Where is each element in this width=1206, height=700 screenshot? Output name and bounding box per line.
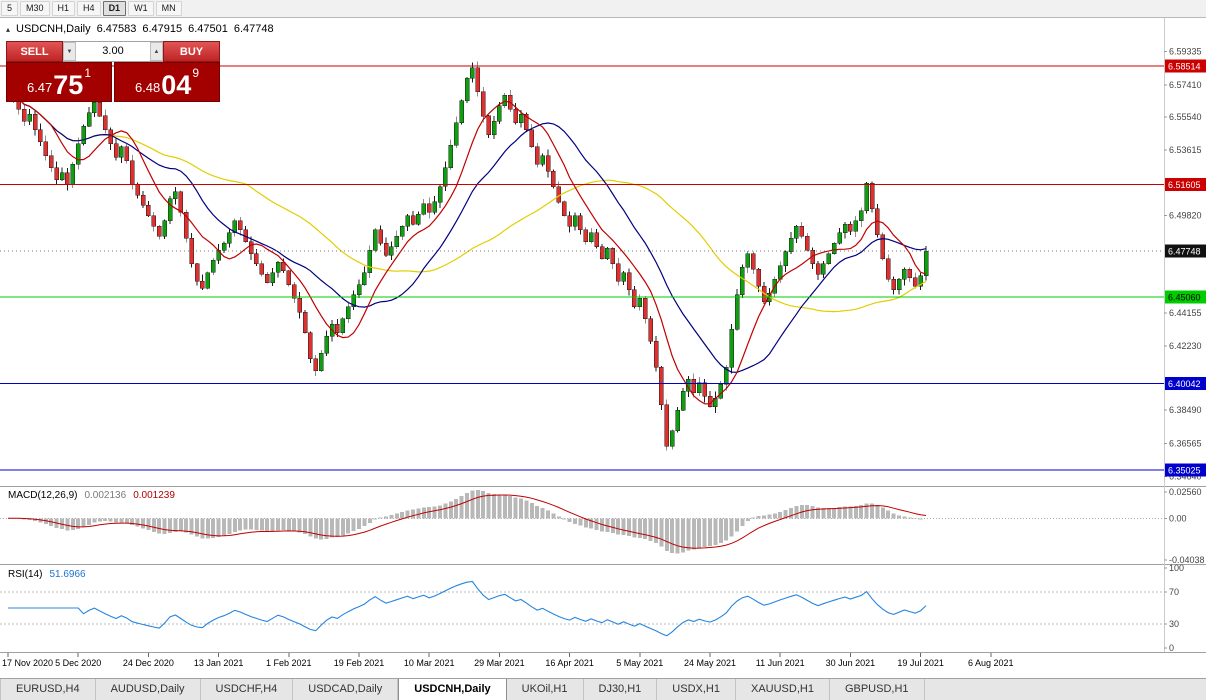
svg-text:6.51605: 6.51605 (1168, 180, 1201, 190)
buy-price-prefix: 6.48 (134, 80, 161, 95)
svg-text:17 Nov 2020: 17 Nov 2020 (2, 658, 53, 668)
ohlc-close: 6.47748 (233, 23, 274, 35)
svg-text:6.49820: 6.49820 (1169, 210, 1202, 220)
timeframe-toolbar: 5 M30 H1 H4 D1 W1 MN (0, 0, 1206, 18)
svg-text:6.34640: 6.34640 (1169, 471, 1202, 481)
rsi-name: RSI(14) (8, 569, 43, 580)
quote-panels: 6.47 75 1 6.48 04 9 (6, 62, 220, 102)
volume-field[interactable]: ▼ 3.00 ▲ (63, 41, 163, 62)
svg-text:6.35025: 6.35025 (1168, 465, 1201, 475)
chart-title: ▴ USDCNH,Daily 6.47583 6.47915 6.47501 6… (6, 23, 274, 35)
svg-text:1 Feb 2021: 1 Feb 2021 (266, 658, 312, 668)
svg-text:19 Jul 2021: 19 Jul 2021 (897, 658, 944, 668)
svg-text:-0.04038: -0.04038 (1169, 555, 1205, 565)
sell-price-pip: 1 (84, 66, 92, 80)
svg-text:29 Mar 2021: 29 Mar 2021 (474, 658, 525, 668)
svg-text:6.57410: 6.57410 (1169, 80, 1202, 90)
svg-text:5 May 2021: 5 May 2021 (616, 658, 663, 668)
buy-price-pip: 9 (192, 66, 200, 80)
rsi-indicator-label: RSI(14) 51.6966 (8, 569, 86, 580)
sell-button[interactable]: SELL (6, 41, 63, 62)
rsi-value: 51.6966 (49, 569, 86, 580)
symbol-period-label: USDCNH,Daily (16, 23, 91, 35)
ohlc-open: 6.47583 (96, 23, 137, 35)
date-axis (7, 653, 992, 657)
svg-text:6.36565: 6.36565 (1169, 438, 1202, 448)
candles-layer (5, 61, 929, 451)
svg-text:10 Mar 2021: 10 Mar 2021 (404, 658, 455, 668)
svg-text:6.45060: 6.45060 (1168, 293, 1201, 303)
buy-price-panel[interactable]: 6.48 04 9 (114, 62, 220, 102)
svg-text:13 Jan 2021: 13 Jan 2021 (194, 658, 244, 668)
tab-usdcad-daily[interactable]: USDCAD,Daily (293, 679, 399, 700)
macd-signal-value: 0.001239 (133, 490, 175, 501)
svg-text:30 Jun 2021: 30 Jun 2021 (826, 658, 876, 668)
svg-text:70: 70 (1169, 587, 1179, 597)
ma-lines (7, 92, 927, 405)
sell-price-panel[interactable]: 6.47 75 1 (6, 62, 112, 102)
price-axis (1164, 51, 1167, 477)
svg-text:16 Apr 2021: 16 Apr 2021 (545, 658, 594, 668)
svg-text:24 May 2021: 24 May 2021 (684, 658, 736, 668)
svg-text:100: 100 (1169, 563, 1184, 573)
ohlc-high: 6.47915 (142, 23, 183, 35)
buy-price-main: 04 (161, 70, 192, 101)
tf-button-h4[interactable]: H4 (77, 1, 101, 16)
macd-name: MACD(12,26,9) (8, 490, 78, 501)
tab-usdchf-h4[interactable]: USDCHF,H4 (201, 679, 294, 700)
macd-indicator-label: MACD(12,26,9) 0.002136 0.001239 (8, 490, 175, 501)
svg-text:0.00: 0.00 (1169, 513, 1187, 523)
chart-tabs-bar: EURUSD,H4 AUDUSD,Daily USDCHF,H4 USDCAD,… (0, 678, 1206, 700)
macd-pane (0, 489, 1167, 561)
tf-button-d1[interactable]: D1 (102, 1, 127, 16)
svg-text:24 Dec 2020: 24 Dec 2020 (123, 658, 174, 668)
tf-button-m30[interactable]: M30 (20, 1, 50, 16)
svg-text:0: 0 (1169, 643, 1174, 653)
svg-text:6.53615: 6.53615 (1169, 145, 1202, 155)
tf-button-w1[interactable]: W1 (128, 1, 154, 16)
svg-text:6 Aug 2021: 6 Aug 2021 (968, 658, 1014, 668)
svg-text:6.42230: 6.42230 (1169, 341, 1202, 351)
tab-eurusd-h4[interactable]: EURUSD,H4 (0, 679, 96, 700)
svg-text:6.44155: 6.44155 (1169, 308, 1202, 318)
ohlc-low: 6.47501 (188, 23, 228, 35)
svg-text:19 Feb 2021: 19 Feb 2021 (334, 658, 385, 668)
macd-main-value: 0.002136 (84, 490, 127, 501)
svg-text:5 Dec 2020: 5 Dec 2020 (55, 658, 101, 668)
volume-up-icon[interactable]: ▲ (150, 42, 163, 61)
svg-text:6.55540: 6.55540 (1169, 112, 1202, 122)
buy-button[interactable]: BUY (163, 41, 220, 62)
svg-text:0.02560: 0.02560 (1169, 487, 1202, 497)
volume-value[interactable]: 3.00 (102, 45, 124, 57)
svg-text:6.59335: 6.59335 (1169, 47, 1202, 57)
tf-button-mn[interactable]: MN (155, 1, 182, 16)
one-click-controls: SELL ▼ 3.00 ▲ BUY (6, 41, 220, 62)
svg-text:6.47748: 6.47748 (1168, 247, 1201, 257)
tab-usdcnh-daily[interactable]: USDCNH,Daily (398, 679, 507, 700)
volume-down-icon[interactable]: ▼ (63, 42, 76, 61)
tf-button-5[interactable]: 5 (1, 1, 19, 16)
rsi-pane (0, 567, 1167, 649)
one-click-trading-panel: SELL ▼ 3.00 ▲ BUY 6.47 75 1 6.48 04 9 (6, 41, 220, 102)
tab-audusd-daily[interactable]: AUDUSD,Daily (96, 679, 201, 700)
one-click-toggle-icon[interactable]: ▴ (6, 24, 11, 34)
svg-text:6.58514: 6.58514 (1168, 61, 1201, 71)
tab-ukoil-h1[interactable]: UKOil,H1 (507, 679, 584, 700)
svg-text:30: 30 (1169, 619, 1179, 629)
tab-gbpusd-h1[interactable]: GBPUSD,H1 (830, 679, 925, 700)
svg-text:6.38490: 6.38490 (1169, 405, 1202, 415)
svg-text:11 Jun 2021: 11 Jun 2021 (756, 658, 805, 668)
tab-dj30-h1[interactable]: DJ30,H1 (584, 679, 658, 700)
tab-usdx-h1[interactable]: USDX,H1 (657, 679, 736, 700)
svg-text:6.40042: 6.40042 (1168, 379, 1201, 389)
sell-price-main: 75 (53, 70, 84, 101)
tab-xauusd-h1[interactable]: XAUUSD,H1 (736, 679, 830, 700)
tf-button-h1[interactable]: H1 (51, 1, 76, 16)
sell-price-prefix: 6.47 (26, 80, 53, 95)
